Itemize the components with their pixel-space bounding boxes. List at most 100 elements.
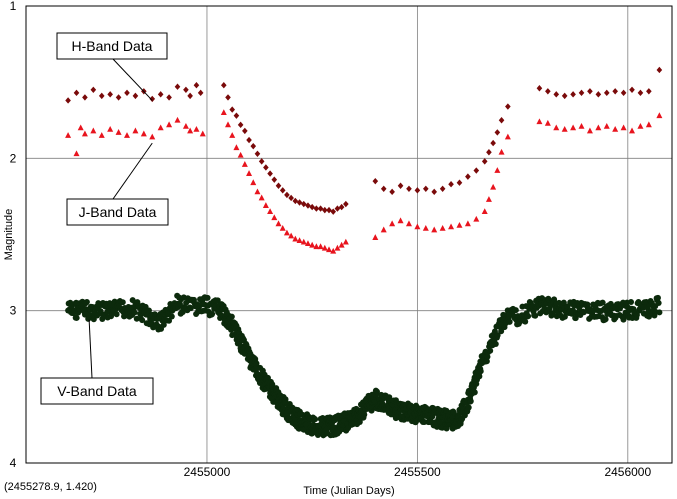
data-point-circle — [602, 316, 609, 323]
x-tick-label: 2456000 — [604, 465, 651, 479]
data-point-diamond — [456, 179, 463, 186]
data-point-diamond — [620, 89, 627, 97]
data-point-diamond — [330, 208, 337, 215]
data-point-diamond — [603, 89, 610, 97]
data-point-circle — [253, 360, 260, 367]
data-point-triangle — [439, 225, 446, 231]
data-point-circle — [204, 294, 211, 301]
data-point-triangle — [296, 237, 303, 243]
data-point-diamond — [246, 136, 252, 144]
data-point-triangle — [166, 121, 173, 128]
callout-label: H-Band Data — [72, 38, 153, 54]
data-point-circle — [494, 332, 501, 339]
data-point-triangle — [241, 161, 248, 167]
data-point-circle — [512, 307, 519, 314]
data-point-triangle — [481, 208, 488, 215]
plot-frame — [25, 5, 673, 464]
data-point-diamond — [322, 206, 328, 214]
data-point-circle — [580, 309, 587, 316]
data-point-circle — [228, 313, 235, 320]
data-point-triangle — [603, 122, 610, 129]
data-point-triangle — [422, 225, 429, 231]
data-point-triangle — [182, 122, 189, 129]
data-point-diamond — [423, 185, 429, 192]
data-point-diamond — [115, 94, 122, 101]
data-point-circle — [628, 299, 635, 306]
data-point-triangle — [193, 125, 200, 132]
data-point-triangle — [629, 127, 636, 134]
data-point-diamond — [536, 85, 543, 92]
data-point-triangle — [115, 129, 122, 135]
data-point-diamond — [288, 194, 294, 202]
data-point-diamond — [570, 91, 576, 98]
data-point-triangle — [656, 112, 663, 119]
data-point-triangle — [645, 121, 652, 128]
data-point-circle — [522, 318, 529, 325]
data-point-triangle — [271, 214, 278, 221]
data-point-triangle — [262, 202, 269, 208]
y-tick-label: 4 — [10, 456, 17, 470]
data-point-circle — [465, 404, 472, 411]
data-point-triangle — [309, 241, 316, 248]
data-point-diamond — [82, 94, 88, 101]
data-point-diamond — [292, 197, 299, 205]
data-point-diamond — [372, 177, 379, 185]
y-tick-label: 3 — [10, 304, 17, 318]
data-point-circle — [166, 317, 173, 324]
data-point-triangle — [334, 244, 341, 251]
data-point-circle — [487, 347, 494, 354]
x-tick-label: 2455500 — [394, 465, 441, 479]
data-point-triangle — [431, 226, 438, 233]
data-point-circle — [599, 299, 606, 306]
data-point-circle — [113, 311, 120, 318]
data-point-circle — [160, 321, 167, 328]
data-point-triangle — [504, 133, 511, 140]
y-tick-label: 1 — [10, 0, 17, 13]
data-point-diamond — [73, 89, 80, 97]
data-point-diamond — [309, 203, 315, 211]
data-point-circle — [506, 318, 513, 325]
data-point-triangle — [380, 226, 387, 233]
data-point-diamond — [595, 91, 602, 98]
data-point-diamond — [587, 88, 593, 95]
data-point-diamond — [193, 82, 200, 89]
annotations: H-Band Data J-Band Data V-Band Data — [40, 32, 169, 405]
data-point-triangle — [174, 116, 181, 123]
data-point-triangle — [304, 240, 311, 247]
data-point-circle — [656, 309, 663, 316]
data-point-circle — [119, 299, 126, 306]
data-point-diamond — [448, 181, 454, 188]
data-point-diamond — [494, 129, 501, 136]
data-point-triangle — [595, 124, 602, 131]
data-point-circle — [209, 310, 216, 317]
x-axis-title: Time (Julian Days) — [303, 485, 394, 497]
data-point-circle — [560, 299, 567, 306]
data-point-circle — [654, 294, 661, 301]
data-point-triangle — [561, 125, 568, 132]
data-point-triangle — [275, 220, 282, 227]
data-point-circle — [145, 307, 152, 314]
data-point-circle — [492, 340, 499, 347]
data-point-circle — [312, 416, 319, 423]
series-circle — [65, 292, 663, 439]
data-point-circle — [484, 353, 491, 360]
data-point-triangle — [77, 124, 84, 131]
data-point-diamond — [313, 205, 320, 212]
data-point-triangle — [620, 124, 627, 131]
data-point-diamond — [157, 91, 164, 98]
data-point-triangle — [90, 127, 97, 134]
data-point-circle — [73, 314, 80, 321]
data-point-circle — [483, 358, 490, 365]
data-point-triangle — [220, 109, 227, 116]
data-point-triangle — [81, 130, 88, 137]
data-point-diamond — [473, 167, 480, 174]
data-point-diamond — [578, 89, 585, 97]
series-triangle — [65, 109, 663, 254]
data-point-triangle — [65, 132, 72, 138]
data-point-triangle — [570, 124, 577, 131]
callout-box — [66, 198, 169, 226]
data-point-circle — [187, 305, 194, 312]
data-point-triangle — [132, 127, 139, 134]
data-point-diamond — [250, 142, 257, 150]
data-point-triangle — [490, 183, 497, 190]
